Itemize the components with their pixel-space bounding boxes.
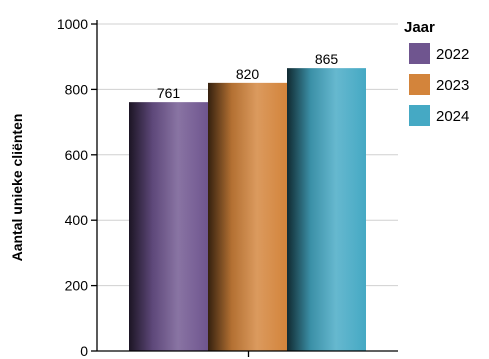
legend-swatch-2023 xyxy=(409,74,430,95)
data-labels: 761 820 865 xyxy=(157,51,339,101)
bar-2024 xyxy=(287,68,366,352)
legend-swatch-2024 xyxy=(409,105,430,126)
bar-2023 xyxy=(208,82,287,352)
legend-label-2023: 2023 xyxy=(436,77,469,94)
y-tick-label: 600 xyxy=(65,147,89,163)
legend-swatch-2022 xyxy=(409,43,430,64)
axes: 0 200 400 600 800 1000 xyxy=(57,16,398,359)
y-tick-label: 400 xyxy=(65,212,89,228)
bars xyxy=(129,68,366,352)
legend-title: Jaar xyxy=(404,19,435,36)
y-tick-label: 200 xyxy=(65,278,89,294)
bar-2022 xyxy=(129,102,208,351)
y-axis-title: Aantal unieke cliënten xyxy=(9,114,25,262)
data-label-2023: 820 xyxy=(236,66,260,82)
legend-label-2024: 2024 xyxy=(436,108,469,125)
legend-label-2022: 2022 xyxy=(436,46,469,63)
data-label-2022: 761 xyxy=(157,85,181,101)
y-tick-label: 800 xyxy=(65,81,89,97)
y-tick-label: 1000 xyxy=(57,16,88,32)
y-tick-label: 0 xyxy=(80,343,88,359)
data-label-2024: 865 xyxy=(315,51,339,67)
legend: Jaar 2022 2023 2024 xyxy=(404,19,469,126)
